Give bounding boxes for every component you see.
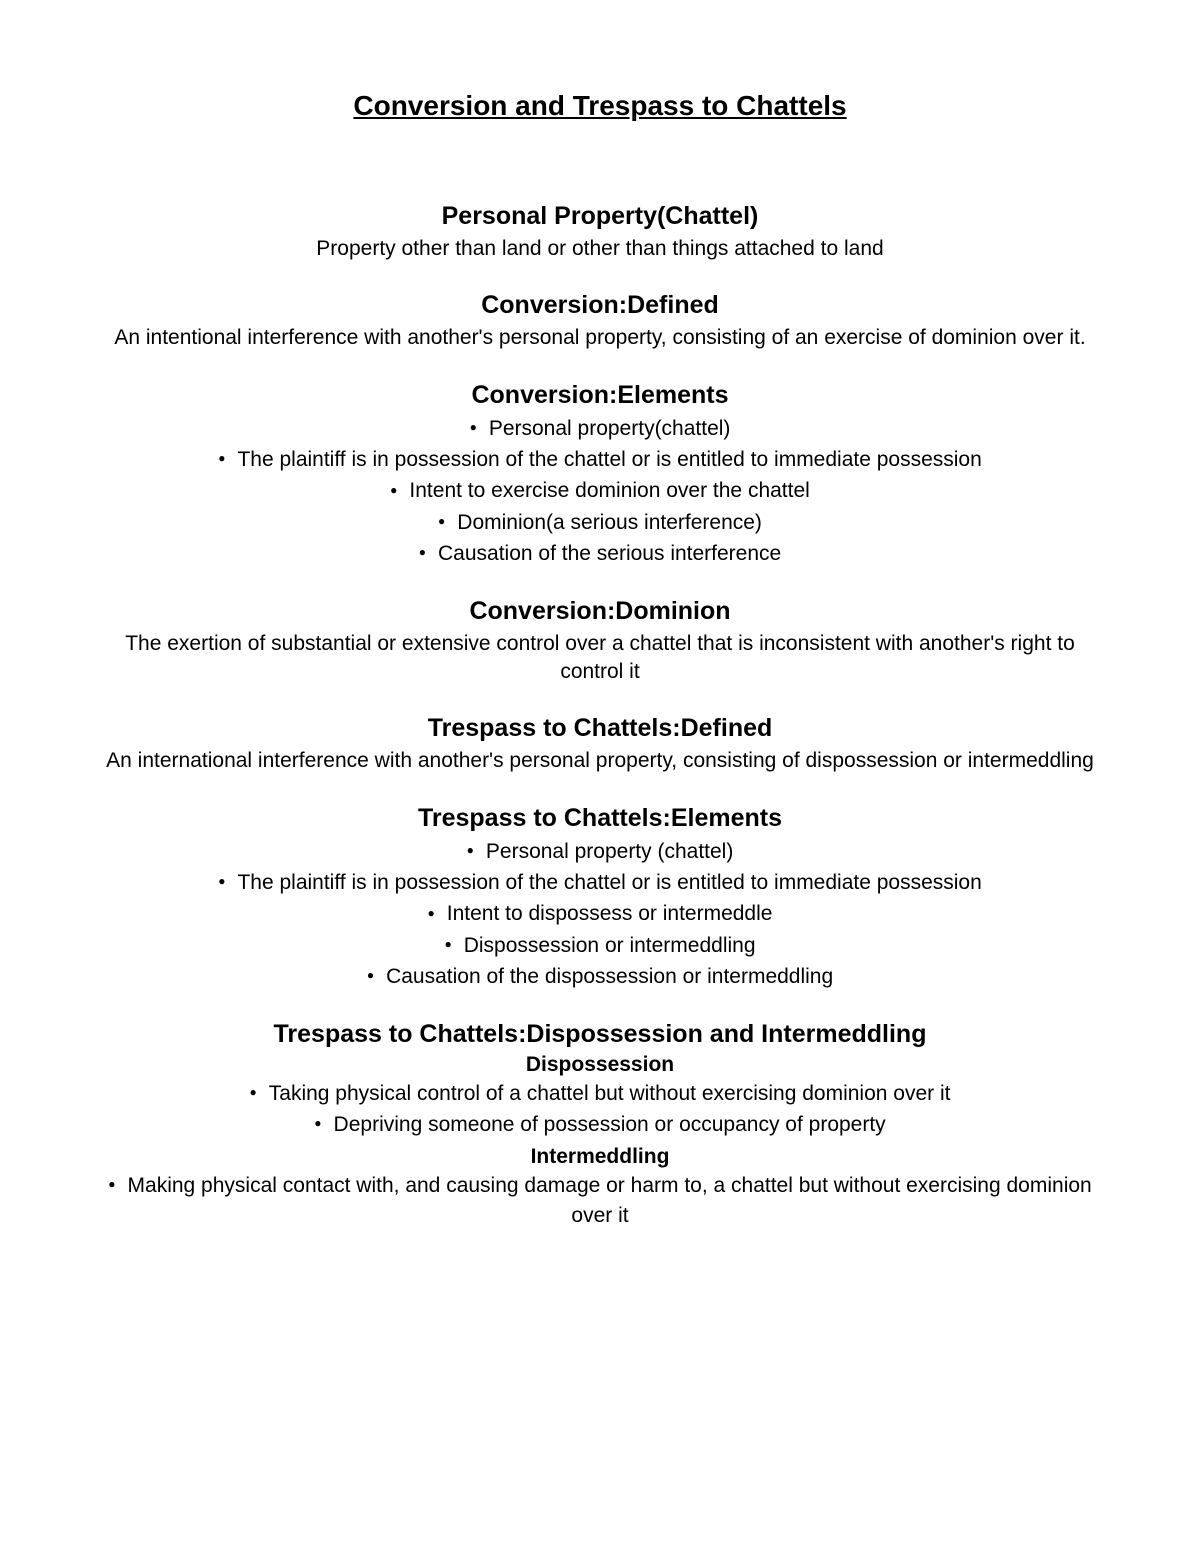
section-heading: Conversion:Defined <box>100 291 1100 320</box>
list-item: The plaintiff is in possession of the ch… <box>100 445 1100 474</box>
list-item: Depriving someone of possession or occup… <box>100 1110 1100 1139</box>
list-item: Taking physical control of a chattel but… <box>100 1079 1100 1108</box>
bullet-list: Personal property(chattel) The plaintiff… <box>100 414 1100 569</box>
list-item: Personal property (chattel) <box>100 837 1100 866</box>
main-title: Conversion and Trespass to Chattels <box>100 90 1100 122</box>
list-item: The plaintiff is in possession of the ch… <box>100 868 1100 897</box>
section-heading: Conversion:Dominion <box>100 597 1100 626</box>
list-item: Personal property(chattel) <box>100 414 1100 443</box>
list-item: Making physical contact with, and causin… <box>100 1171 1100 1230</box>
section-heading: Conversion:Elements <box>100 381 1100 410</box>
section-body: Property other than land or other than t… <box>100 235 1100 263</box>
section-heading: Trespass to Chattels:Defined <box>100 714 1100 743</box>
section-body: An intentional interference with another… <box>100 324 1100 352</box>
bullet-list: Personal property (chattel) The plaintif… <box>100 837 1100 992</box>
section-heading: Trespass to Chattels:Elements <box>100 804 1100 833</box>
list-item: Causation of the dispossession or interm… <box>100 962 1100 991</box>
bullet-list: Taking physical control of a chattel but… <box>100 1079 1100 1140</box>
section-heading: Personal Property(Chattel) <box>100 202 1100 231</box>
list-item: Intent to exercise dominion over the cha… <box>100 476 1100 505</box>
subsection-heading: Dispossession <box>100 1053 1100 1077</box>
bullet-list: Making physical contact with, and causin… <box>100 1171 1100 1230</box>
list-item: Causation of the serious interference <box>100 539 1100 568</box>
section-body: The exertion of substantial or extensive… <box>100 630 1100 687</box>
document-page: Conversion and Trespass to Chattels Pers… <box>0 0 1200 1336</box>
section-heading: Trespass to Chattels:Dispossession and I… <box>100 1020 1100 1049</box>
list-item: Dispossession or intermeddling <box>100 931 1100 960</box>
list-item: Intent to dispossess or intermeddle <box>100 899 1100 928</box>
section-body: An international interference with anoth… <box>100 747 1100 775</box>
list-item: Dominion(a serious interference) <box>100 508 1100 537</box>
subsection-heading: Intermeddling <box>100 1145 1100 1169</box>
